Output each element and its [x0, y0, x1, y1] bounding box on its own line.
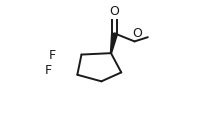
- Text: F: F: [45, 64, 52, 77]
- Text: O: O: [132, 27, 142, 40]
- Text: O: O: [110, 5, 120, 18]
- Text: F: F: [49, 49, 56, 62]
- Polygon shape: [110, 33, 118, 53]
